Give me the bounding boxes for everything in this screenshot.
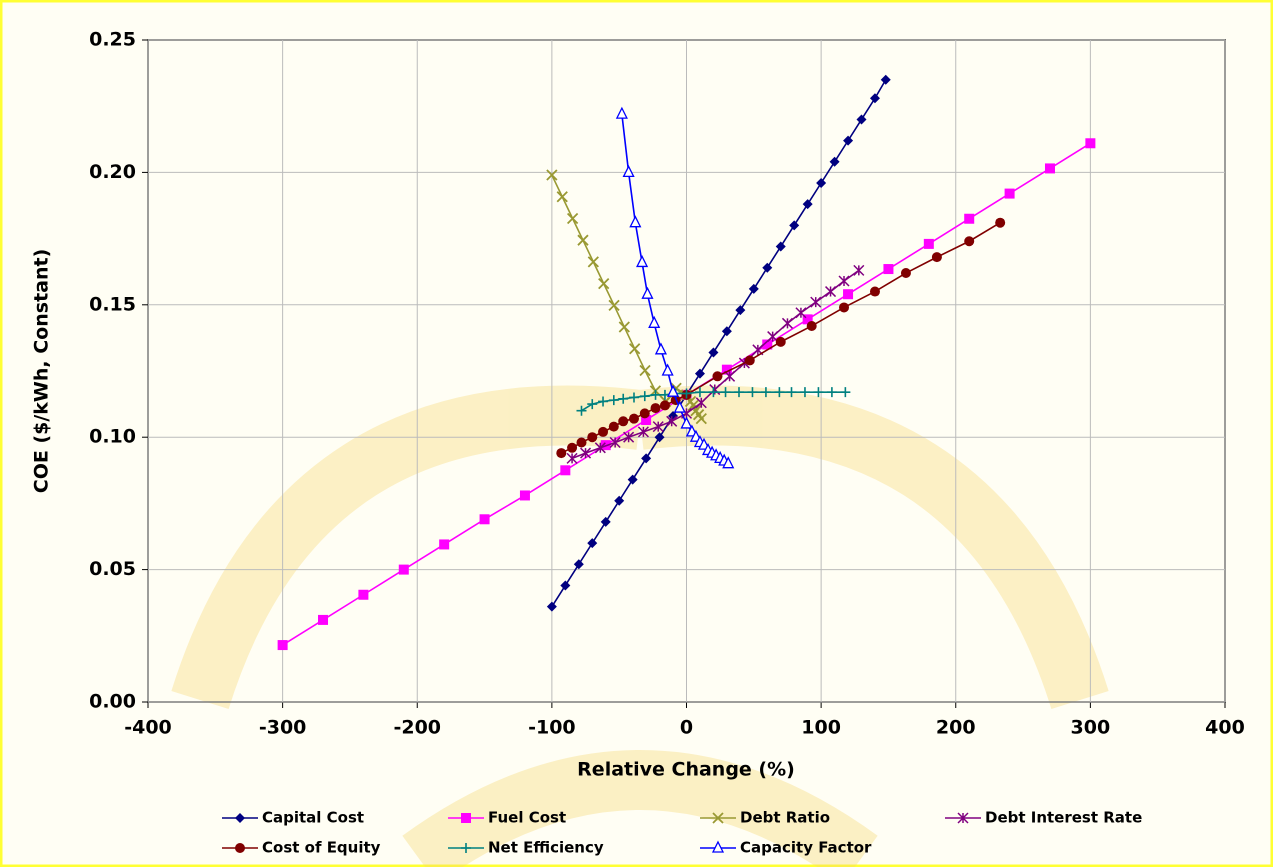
marker	[870, 287, 880, 297]
legend-label: Debt Interest Rate	[985, 809, 1142, 827]
legend-label: Cost of Equity	[262, 839, 381, 857]
marker	[609, 422, 619, 432]
marker	[556, 448, 566, 458]
marker	[883, 264, 893, 274]
marker	[640, 408, 650, 418]
marker	[776, 337, 786, 347]
marker	[660, 400, 670, 410]
chart: Relative Change (%) COE ($/kWh, Constant…	[0, 0, 1273, 867]
marker	[839, 302, 849, 312]
y-tick-label: 0.05	[89, 558, 136, 580]
y-tick-label: 0.10	[89, 426, 136, 448]
marker	[924, 239, 934, 249]
marker	[1005, 189, 1015, 199]
marker	[995, 218, 1005, 228]
marker	[576, 437, 586, 447]
x-tick-label: 100	[801, 717, 841, 739]
page: {"chart_data": {"type": "line", "x_label…	[0, 0, 1273, 867]
legend-label: Fuel Cost	[488, 809, 566, 827]
x-tick-label: 200	[936, 717, 976, 739]
legend-label: Net Efficiency	[488, 839, 604, 857]
y-tick-label: 0.25	[89, 29, 136, 51]
legend-label: Debt Ratio	[740, 809, 830, 827]
marker	[807, 321, 817, 331]
x-tick-label: 300	[1071, 717, 1111, 739]
marker	[651, 403, 661, 413]
marker	[712, 371, 722, 381]
marker	[598, 427, 608, 437]
marker	[399, 565, 409, 575]
x-axis-title: Relative Change (%)	[577, 759, 795, 781]
marker	[964, 214, 974, 224]
y-axis-title: COE ($/kWh, Constant)	[31, 249, 53, 494]
legend-label: Capital Cost	[262, 809, 364, 827]
marker	[461, 813, 471, 823]
marker	[745, 355, 755, 365]
marker	[1085, 138, 1095, 148]
marker	[964, 236, 974, 246]
marker	[318, 615, 328, 625]
marker	[278, 640, 288, 650]
x-tick-label: 400	[1205, 717, 1245, 739]
x-tick-label: 0	[680, 717, 693, 739]
marker	[235, 843, 245, 853]
x-tick-label: -200	[393, 717, 441, 739]
legend-label: Capacity Factor	[740, 839, 872, 857]
marker	[520, 490, 530, 500]
y-tick-label: 0.20	[89, 161, 136, 183]
marker	[843, 289, 853, 299]
x-tick-label: -300	[259, 717, 307, 739]
marker	[618, 416, 628, 426]
y-tick-label: 0.00	[89, 691, 136, 713]
marker	[358, 590, 368, 600]
marker	[1045, 163, 1055, 173]
marker	[901, 268, 911, 278]
marker	[480, 514, 490, 524]
y-tick-label: 0.15	[89, 293, 136, 315]
marker	[439, 539, 449, 549]
x-tick-label: -400	[124, 717, 172, 739]
marker	[629, 414, 639, 424]
marker	[560, 465, 570, 475]
marker	[567, 443, 577, 453]
x-tick-label: -100	[528, 717, 576, 739]
marker	[932, 252, 942, 262]
marker	[587, 432, 597, 442]
